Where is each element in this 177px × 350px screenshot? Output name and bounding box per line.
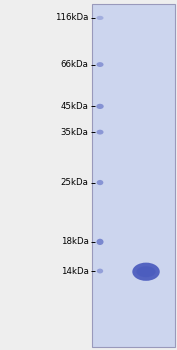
Ellipse shape (96, 130, 104, 134)
Text: 116kDa: 116kDa (55, 13, 88, 22)
Text: 25kDa: 25kDa (61, 178, 88, 187)
Text: 35kDa: 35kDa (61, 128, 88, 136)
Ellipse shape (136, 266, 156, 277)
Ellipse shape (97, 268, 103, 273)
Text: 66kDa: 66kDa (61, 60, 88, 69)
FancyBboxPatch shape (92, 4, 175, 346)
Ellipse shape (96, 239, 104, 245)
Ellipse shape (96, 104, 104, 109)
Ellipse shape (132, 262, 160, 281)
Ellipse shape (97, 180, 103, 185)
Ellipse shape (96, 62, 104, 67)
Text: 18kDa: 18kDa (61, 237, 88, 246)
Ellipse shape (96, 16, 104, 20)
Text: 45kDa: 45kDa (61, 102, 88, 111)
Text: 14kDa: 14kDa (61, 267, 88, 275)
